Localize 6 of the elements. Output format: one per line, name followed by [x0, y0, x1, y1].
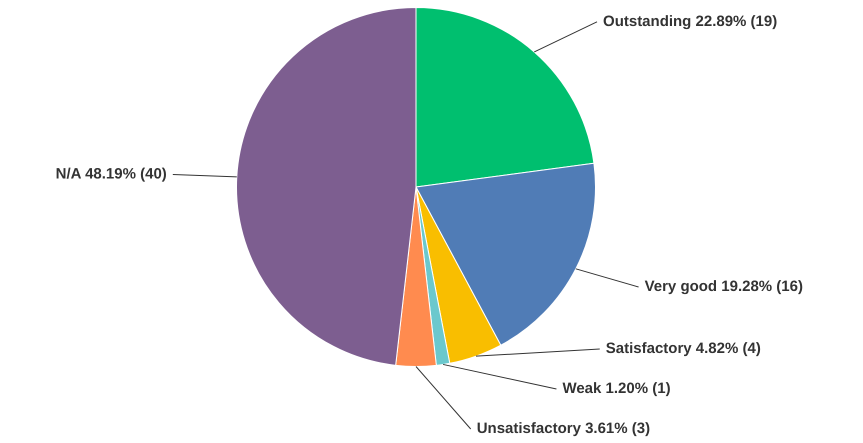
slice-label: Weak 1.20% (1) [562, 380, 671, 398]
slice-label: Outstanding 22.89% (19) [603, 13, 778, 30]
slice-label: Satisfactory 4.82% (4) [606, 340, 761, 358]
slice-label: N/A 48.19% (40) [56, 166, 167, 183]
slice-label: Very good 19.28% (16) [644, 278, 803, 296]
slice-label: Unsatisfactory 3.61% (3) [476, 420, 650, 438]
